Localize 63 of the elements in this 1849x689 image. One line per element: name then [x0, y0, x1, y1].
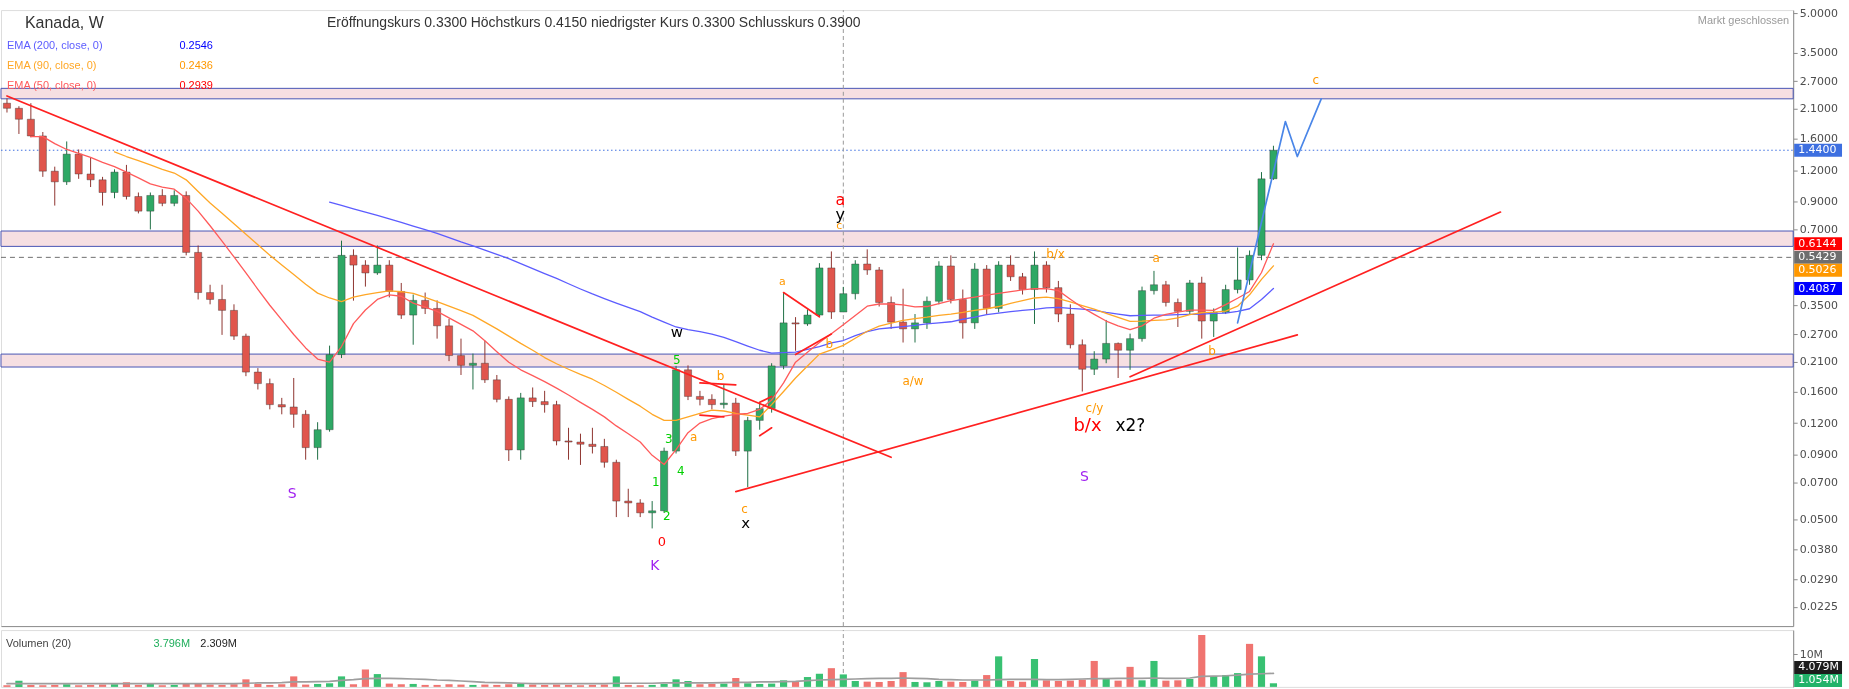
annotation: 2 — [663, 509, 671, 524]
text: EMA (90, close, 0) — [6, 58, 97, 71]
annotation: a — [779, 274, 786, 288]
annotation: c — [741, 501, 748, 516]
annotation: 4 — [676, 464, 685, 479]
y-tick-label: 0.0900 — [1799, 448, 1839, 462]
annotation: 0.2939 — [179, 78, 213, 91]
annotation: K — [650, 556, 661, 573]
annotation: 1 — [652, 474, 660, 489]
annotation: 0.2436 — [179, 58, 213, 71]
y-tick-label: 5.0000 — [1799, 7, 1839, 21]
y-tick-label: 0.0380 — [1799, 542, 1839, 556]
y-tick-label: 0.1200 — [1799, 416, 1839, 430]
y-tick-label: 0.1600 — [1799, 385, 1839, 399]
y-tick-label: 10M — [1799, 647, 1824, 661]
text: EMA (200, close, 0) — [6, 38, 103, 51]
y-tick-label: 0.0500 — [1799, 512, 1839, 526]
annotation: 0 — [657, 533, 666, 549]
text: 0.6144 — [1798, 236, 1837, 250]
y-tick-label: 0.0700 — [1799, 475, 1839, 489]
y-tick-label: 0.7000 — [1799, 222, 1839, 236]
text: 0.4087 — [1798, 281, 1837, 295]
chart-subtitle: Eröffnungskurs 0.3300 Höchstkurs 0.4150 niedrigster Kurs 0.3300 Schlusskurs 0.3900 — [326, 14, 861, 31]
annotation: x — [741, 513, 751, 532]
y-tick-label: 1.6000 — [1799, 132, 1839, 146]
annotation: 3 — [665, 431, 673, 446]
annotation: b/x — [1046, 246, 1065, 261]
y-tick-label: 0.2700 — [1799, 327, 1839, 341]
annotation: 5 — [673, 352, 681, 367]
annotation: a — [690, 429, 698, 444]
annotation: a — [1152, 251, 1160, 266]
annotation: Volumen (20) — [5, 637, 72, 650]
text: EMA (50, close, 0) — [6, 78, 97, 91]
annotation: Markt geschlossen — [1697, 14, 1790, 27]
ref-line-label: 0.5429 — [1798, 250, 1837, 264]
annotation: a/w — [902, 374, 924, 389]
y-tick-label: 0.2100 — [1799, 355, 1839, 369]
annotation: S — [1080, 467, 1090, 484]
annotation: b — [716, 369, 725, 384]
chart-title: Kanada, W — [24, 14, 104, 32]
y-tick-label: 2.7000 — [1799, 74, 1839, 88]
y-tick-label: 0.0290 — [1799, 572, 1839, 586]
annotation: S — [287, 484, 297, 501]
annotation: c/y — [1085, 400, 1104, 415]
text: 4.079M — [1798, 660, 1839, 674]
annotation: w — [670, 323, 683, 342]
y-tick-label: 3.5000 — [1799, 46, 1839, 60]
annotation: b — [1208, 344, 1216, 359]
y-tick-label: 1.2000 — [1799, 163, 1839, 177]
y-tick-label: 0.0225 — [1799, 600, 1839, 614]
ref-line-label: 1.4400 — [1798, 143, 1837, 157]
annotation: c — [1312, 73, 1320, 88]
text: 0.5026 — [1798, 263, 1837, 277]
annotation: a — [835, 190, 846, 210]
y-tick-label: 2.1000 — [1799, 102, 1839, 116]
annotation: x2? — [1115, 414, 1146, 435]
annotation: 0.2546 — [179, 38, 213, 51]
annotation: 3.796M — [153, 637, 191, 650]
text: 1.054M — [1798, 673, 1839, 687]
y-tick-label: 0.9000 — [1799, 195, 1839, 209]
annotation: b — [825, 337, 834, 352]
y-tick-label: 0.3500 — [1799, 299, 1839, 313]
annotation: 2.309M — [200, 637, 237, 650]
